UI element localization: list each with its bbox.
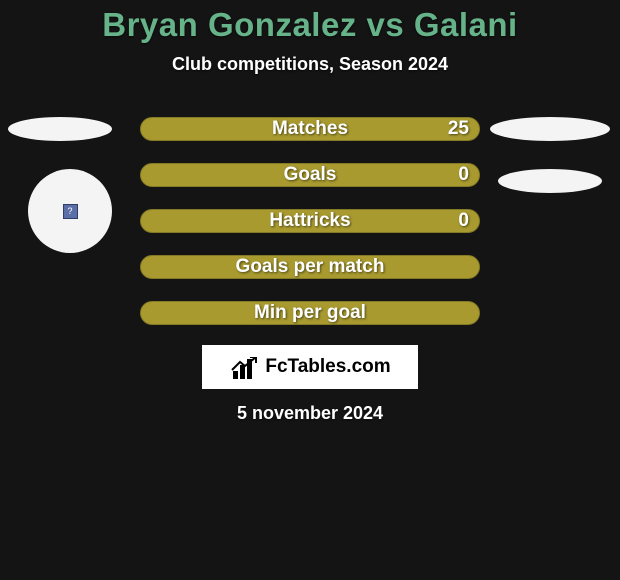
decor-ellipse-left-top: [8, 117, 112, 141]
avatar-placeholder-icon: ?: [63, 204, 78, 219]
stat-label: Goals per match: [141, 256, 479, 278]
player-avatar-circle: ?: [28, 169, 112, 253]
decor-ellipse-right-top: [490, 117, 610, 141]
page-title: Bryan Gonzalez vs Galani: [0, 0, 620, 44]
avatar-glyph: ?: [67, 207, 72, 216]
decor-ellipse-right-mid: [498, 169, 602, 193]
stat-label: Min per goal: [141, 302, 479, 324]
comparison-infographic: Bryan Gonzalez vs Galani Club competitio…: [0, 0, 620, 580]
stat-row-hattricks: Hattricks 0: [140, 209, 480, 233]
stat-row-goals-per-match: Goals per match: [140, 255, 480, 279]
stat-row-matches: Matches 25: [140, 117, 480, 141]
source-badge-text: FcTables.com: [265, 356, 390, 378]
trend-arrow-icon: [231, 357, 257, 371]
source-badge: FcTables.com: [202, 345, 418, 389]
stat-bars: Matches 25 Goals 0 Hattricks 0 Goals per…: [140, 117, 480, 347]
stat-label: Matches: [141, 118, 479, 140]
stat-value: 0: [458, 164, 469, 186]
stat-value: 25: [448, 118, 469, 140]
bar-chart-icon: [229, 355, 259, 379]
stat-value: 0: [458, 210, 469, 232]
stat-label: Goals: [141, 164, 479, 186]
stat-row-goals: Goals 0: [140, 163, 480, 187]
footer-date: 5 november 2024: [0, 403, 620, 424]
stat-label: Hattricks: [141, 210, 479, 232]
stat-row-min-per-goal: Min per goal: [140, 301, 480, 325]
page-subtitle: Club competitions, Season 2024: [0, 54, 620, 75]
